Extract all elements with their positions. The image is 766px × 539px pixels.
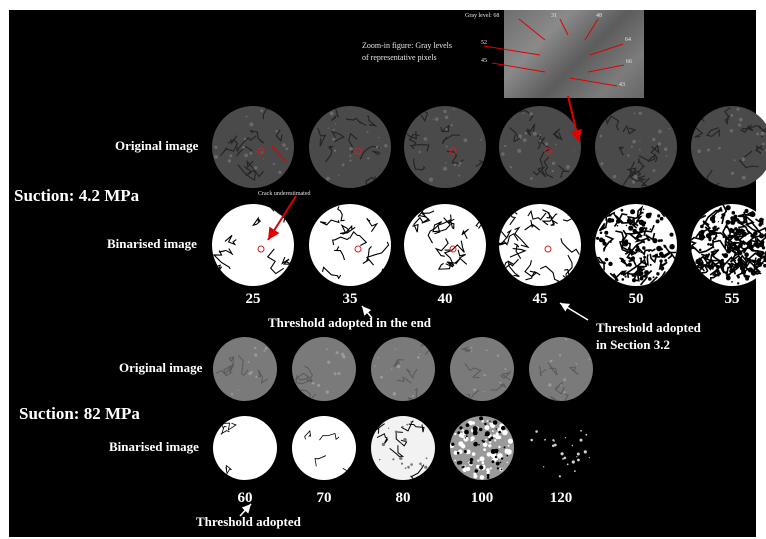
row-label-binarised-bottom: Binarised image: [109, 439, 199, 454]
original-image-bottom-100: [450, 337, 514, 401]
binarised-image-top-40: [404, 204, 486, 286]
threshold-adopted-bottom: Threshold adopted: [196, 514, 301, 529]
threshold-bottom-80: 80: [395, 490, 411, 506]
row-label-original-top: Original image: [115, 138, 199, 153]
row-label-binarised-top: Binarised image: [107, 236, 197, 251]
suction-label-bottom: Suction: 82 MPa: [19, 404, 140, 423]
original-image-top-45: [499, 106, 581, 188]
original-image-top-40: [404, 106, 486, 188]
threshold-bottom-70: 70: [316, 490, 332, 506]
gray-level-48: 48: [596, 13, 602, 19]
binarised-image-bottom-80: [371, 416, 435, 480]
binarised-image-top-25: [212, 204, 294, 286]
original-image-top-35: [309, 106, 391, 188]
threshold-adopted-section-line2: in Section 3.2: [596, 337, 671, 352]
original-image-bottom-70: [292, 337, 356, 401]
gray-level-68: Gray level: 68: [465, 13, 500, 19]
gray-level-52: 52: [481, 40, 487, 46]
original-image-bottom-80: [371, 337, 435, 401]
gray-level-45: 45: [481, 58, 487, 64]
threshold-top-25: 25: [245, 291, 261, 307]
original-image-bottom-120: [529, 337, 593, 401]
gray-level-31: 31: [551, 13, 557, 19]
suction-label-top: Suction: 4.2 MPa: [14, 186, 140, 205]
threshold-top-45: 45: [532, 291, 548, 307]
threshold-bottom-120: 120: [549, 490, 573, 506]
binarised-image-bottom-120: [529, 416, 593, 480]
threshold-adopted-end: Threshold adopted in the end: [268, 315, 432, 330]
crack-label: Crack underestimated: [258, 191, 311, 197]
threshold-bottom-60: 60: [237, 490, 253, 506]
original-image-top-50: [595, 106, 677, 188]
binarised-image-top-35: [309, 204, 391, 286]
binarised-image-bottom-70: [292, 416, 356, 480]
gray-level-64: 64: [625, 37, 631, 43]
binarised-image-bottom-60: [213, 416, 277, 480]
threshold-adopted-section-line1: Threshold adopted: [596, 320, 701, 335]
zoom-caption-line1: Zoom-in figure: Gray levels: [362, 41, 452, 50]
gray-level-66: 66: [626, 59, 632, 65]
original-image-top-55: [691, 106, 766, 188]
binarised-image-bottom-100: [450, 416, 514, 480]
original-image-top-25: [212, 106, 294, 188]
threshold-top-40: 40: [437, 291, 453, 307]
binarised-image-top-45: [499, 204, 581, 286]
binarised-image-top-50: [595, 204, 677, 286]
threshold-top-50: 50: [628, 291, 644, 307]
original-image-bottom-60: [213, 337, 277, 401]
threshold-top-35: 35: [342, 291, 358, 307]
row-label-original-bottom: Original image: [119, 360, 203, 375]
zoom-caption-line2: of representative pixels: [362, 53, 437, 62]
binarised-image-top-55: [691, 204, 766, 286]
threshold-top-55: 55: [724, 291, 740, 307]
gray-level-43: 43: [619, 82, 625, 88]
threshold-bottom-100: 100: [470, 490, 494, 506]
